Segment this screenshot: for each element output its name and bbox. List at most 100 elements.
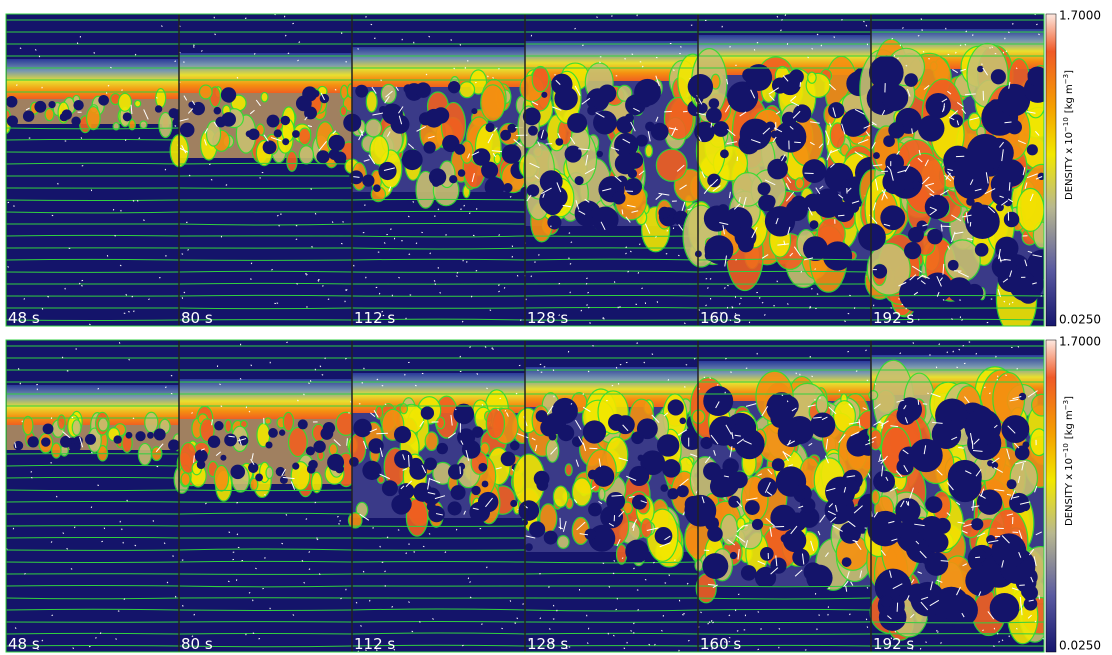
bubble	[730, 552, 737, 559]
bubble	[982, 499, 989, 506]
velocity-arrow	[757, 42, 758, 43]
frame: 112 s	[348, 340, 532, 653]
velocity-arrow	[192, 412, 193, 413]
bubble	[881, 595, 893, 607]
plume	[557, 536, 569, 549]
bubble	[662, 459, 681, 478]
bubble	[458, 169, 466, 177]
bubble	[292, 130, 300, 138]
bubble	[540, 419, 558, 437]
velocity-arrow	[182, 254, 183, 255]
bubble	[425, 109, 444, 128]
velocity-arrow	[717, 385, 718, 386]
velocity-arrow	[351, 401, 352, 402]
velocity-arrow	[1009, 182, 1010, 190]
velocity-arrow	[299, 42, 300, 43]
velocity-arrow	[345, 358, 346, 359]
bubble	[320, 427, 333, 440]
velocity-arrow	[110, 67, 111, 68]
bubble	[608, 414, 625, 431]
bubble	[1022, 441, 1029, 448]
bubble	[991, 69, 1006, 84]
velocity-arrow	[596, 17, 597, 18]
bubble	[975, 243, 989, 257]
bubble	[355, 85, 368, 98]
velocity-arrow	[67, 548, 68, 549]
velocity-arrow	[634, 568, 635, 569]
velocity-arrow	[678, 255, 679, 256]
bubble	[592, 206, 618, 232]
bubble	[707, 526, 723, 542]
bubble	[720, 149, 729, 158]
bubble	[281, 116, 290, 125]
bubble	[43, 423, 54, 434]
bubble	[926, 93, 951, 118]
velocity-arrow	[537, 370, 538, 371]
bubble	[353, 419, 371, 437]
bubble	[48, 101, 55, 108]
velocity-arrow	[398, 530, 399, 531]
bubble	[462, 440, 481, 459]
velocity-arrow	[385, 571, 386, 572]
velocity-arrow	[139, 138, 140, 139]
bubble	[977, 489, 1002, 514]
velocity-arrow	[226, 185, 227, 186]
bubble	[616, 176, 628, 188]
plume	[532, 66, 549, 91]
plume	[45, 108, 54, 120]
bubble	[725, 428, 745, 448]
velocity-arrow	[143, 220, 144, 221]
velocity-arrow	[91, 507, 92, 508]
velocity-arrow	[254, 53, 255, 54]
bubble	[753, 438, 762, 447]
bubble	[660, 484, 668, 492]
velocity-arrow	[390, 229, 391, 230]
bubble	[828, 102, 844, 118]
plume	[494, 154, 500, 164]
bubble	[292, 463, 299, 470]
bubble	[525, 543, 533, 551]
velocity-arrow	[251, 263, 252, 264]
bubble	[925, 552, 949, 576]
velocity-arrow	[709, 622, 710, 623]
velocity-arrow	[135, 54, 136, 55]
velocity-arrow	[460, 356, 461, 357]
bubble	[334, 151, 347, 164]
bubble	[709, 98, 720, 109]
bubble	[547, 215, 561, 229]
velocity-arrow	[100, 632, 101, 633]
bubble	[935, 518, 951, 534]
plume	[261, 92, 268, 101]
bubble	[327, 454, 344, 471]
velocity-arrow	[7, 266, 8, 267]
bubble	[799, 137, 806, 144]
velocity-arrow	[237, 534, 238, 535]
bubble	[810, 220, 819, 229]
bubble	[274, 129, 282, 137]
bubble	[478, 463, 487, 472]
velocity-arrow	[17, 84, 18, 85]
bubble	[519, 500, 540, 521]
field-line	[179, 561, 352, 562]
field-line	[6, 537, 179, 538]
bubble	[555, 138, 563, 146]
plume	[366, 91, 377, 112]
velocity-arrow	[866, 25, 867, 26]
bubble	[471, 108, 477, 114]
bubble	[423, 487, 440, 504]
velocity-arrow	[895, 631, 896, 632]
velocity-arrow	[612, 385, 613, 386]
plume	[181, 473, 190, 486]
velocity-arrow	[631, 630, 632, 631]
velocity-arrow	[1038, 34, 1039, 35]
bubble	[971, 548, 986, 563]
label-part: −10	[1062, 443, 1070, 458]
velocity-arrow	[423, 546, 424, 547]
bubble	[765, 206, 795, 236]
velocity-arrow	[1039, 595, 1040, 599]
velocity-arrow	[642, 66, 643, 67]
bubble	[221, 87, 236, 102]
velocity-arrow	[322, 286, 323, 287]
velocity-arrow	[925, 642, 926, 643]
velocity-arrow	[271, 269, 272, 270]
